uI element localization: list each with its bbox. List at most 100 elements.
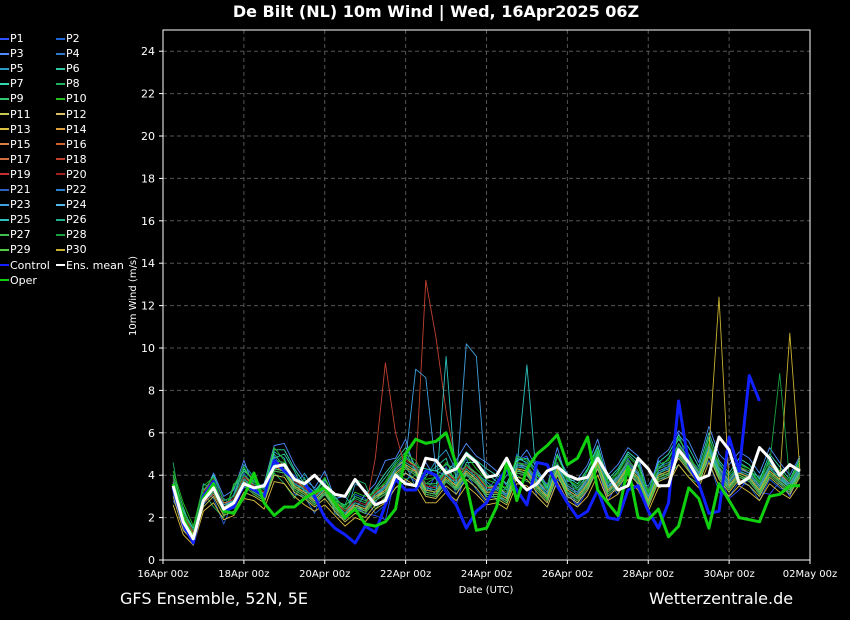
legend-label: P2 [66, 32, 80, 45]
y-tick-label: 22 [141, 88, 155, 101]
x-tick-label: 02May 00z [783, 569, 838, 580]
legend-swatch [0, 173, 9, 176]
legend-label: P19 [10, 167, 31, 181]
legend-swatch [0, 279, 9, 282]
legend-label: Control [10, 258, 50, 272]
legend-item: P23 [0, 197, 31, 212]
legend-swatch [0, 113, 9, 115]
x-tick-label: 22Apr 00z [380, 569, 431, 580]
legend-swatch [0, 37, 9, 40]
legend-label: P25 [10, 213, 31, 227]
legend-item: P18 [56, 152, 87, 167]
x-tick-label: 16Apr 00z [137, 569, 188, 580]
legend-item: P30 [56, 242, 87, 257]
legend-swatch [56, 218, 65, 221]
legend-label: P28 [66, 228, 87, 242]
legend-label: P27 [10, 228, 31, 242]
legend-swatch [0, 233, 9, 236]
legend-label: P4 [66, 47, 80, 61]
legend-swatch [56, 143, 65, 146]
series-line-p13 [172, 462, 801, 546]
y-tick-label: 8 [148, 384, 155, 397]
series-line-p28 [172, 372, 801, 531]
legend-item: P7 [0, 76, 24, 91]
series-line-ens-mean [171, 435, 801, 541]
y-tick-label: 2 [148, 512, 155, 525]
x-tick-label: 20Apr 00z [299, 569, 350, 580]
legend-item: Oper [0, 273, 37, 288]
legend-item: P9 [0, 91, 24, 106]
series-line-p8 [172, 455, 801, 531]
legend-swatch [0, 248, 9, 251]
legend-item: P20 [56, 167, 87, 182]
legend-label: P11 [10, 107, 31, 121]
y-tick-label: 24 [141, 45, 155, 58]
legend-swatch [0, 203, 9, 206]
legend-item: P2 [56, 31, 80, 46]
y-tick-label: 14 [141, 257, 155, 270]
series-line-p3 [172, 425, 801, 533]
legend-swatch [56, 97, 65, 100]
legend-swatch [0, 52, 9, 55]
legend-item: P11 [0, 107, 31, 122]
legend-item: P4 [56, 46, 80, 61]
legend-label: P6 [66, 62, 80, 76]
legend-swatch [56, 67, 65, 70]
x-axis: 16Apr 00z 18Apr 00z 20Apr 00z 22Apr 00z 24Ap… [137, 560, 837, 580]
legend-swatch [56, 82, 65, 85]
legend-label: P24 [66, 198, 87, 212]
x-tick-label: 30Apr 00z [704, 569, 755, 580]
legend-label: P14 [66, 122, 87, 136]
legend-swatch [56, 158, 65, 161]
y-tick-label: 18 [141, 172, 155, 185]
x-tick-label: 24Apr 00z [461, 569, 512, 580]
legend-label: P30 [66, 243, 87, 257]
x-tick-label: 18Apr 00z [218, 569, 269, 580]
legend-swatch [0, 67, 9, 70]
model-caption: GFS Ensemble, 52N, 5E [120, 589, 308, 608]
legend-label: Oper [10, 273, 37, 287]
legend-label: P18 [66, 152, 87, 166]
legend-swatch [56, 203, 65, 206]
legend-label: P5 [10, 62, 24, 76]
series-lines [171, 279, 801, 546]
series-line-p7 [172, 432, 801, 529]
y-tick-label: 6 [148, 427, 155, 440]
legend-label: P1 [10, 32, 24, 45]
legend-item: P8 [56, 76, 80, 91]
legend-item: P17 [0, 152, 31, 167]
legend-swatch [0, 143, 9, 146]
chart-title: De Bilt (NL) 10m Wind | Wed, 16Apr2025 0… [233, 2, 639, 22]
plot-frame [162, 29, 811, 561]
legend-swatch [0, 264, 9, 266]
legend-item: P27 [0, 227, 31, 242]
series-line-oper [171, 431, 800, 541]
y-tick-label: 10 [141, 342, 155, 355]
legend-item: P29 [0, 242, 31, 257]
legend-item: P26 [56, 212, 87, 227]
legend-item: P3 [0, 46, 24, 61]
legend-item: P22 [56, 182, 87, 197]
grid [163, 30, 810, 560]
legend-item: P25 [0, 212, 31, 227]
legend-swatch [56, 264, 65, 266]
legend-label: P9 [10, 92, 24, 106]
legend-item: P5 [0, 61, 24, 76]
legend-item: Control [0, 258, 50, 273]
legend-item: P13 [0, 122, 31, 137]
legend-item: P10 [56, 91, 87, 106]
legend-label: P21 [10, 183, 31, 196]
legend-item: P21 [0, 182, 31, 197]
legend-swatch [56, 248, 65, 251]
y-tick-label: 20 [141, 130, 155, 143]
legend-label: P26 [66, 213, 87, 227]
legend-item: P19 [0, 167, 31, 182]
legend-item: P16 [56, 137, 87, 152]
legend-swatch [56, 233, 65, 236]
legend-swatch [56, 113, 65, 115]
y-tick-label: 16 [141, 215, 155, 228]
legend-label: P23 [10, 198, 31, 212]
legend-swatch [56, 128, 65, 131]
legend-swatch [0, 128, 9, 131]
